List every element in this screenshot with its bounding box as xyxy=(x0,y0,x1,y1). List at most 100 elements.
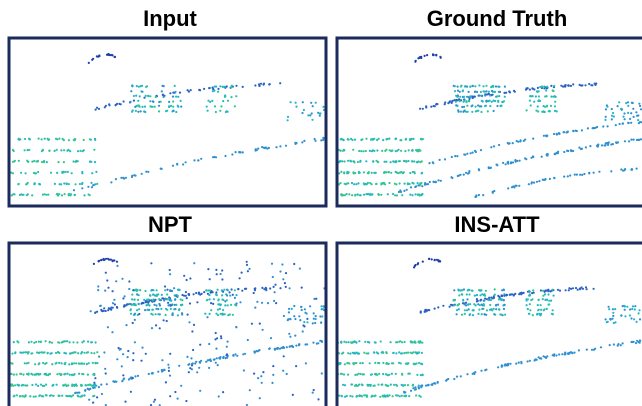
point xyxy=(241,290,243,292)
point xyxy=(505,163,507,165)
point xyxy=(391,373,393,375)
point xyxy=(161,90,163,92)
point xyxy=(464,154,466,156)
point xyxy=(553,85,555,87)
point xyxy=(475,304,477,306)
point xyxy=(497,304,499,306)
point xyxy=(253,292,255,294)
point xyxy=(89,388,91,390)
point xyxy=(312,322,314,324)
point xyxy=(404,183,406,185)
point xyxy=(569,174,571,176)
point xyxy=(377,161,379,163)
point xyxy=(413,363,415,365)
point xyxy=(397,172,399,174)
point xyxy=(409,172,411,174)
point xyxy=(64,193,66,195)
point xyxy=(564,353,566,355)
point xyxy=(529,309,531,311)
point xyxy=(132,322,134,324)
point xyxy=(227,289,229,291)
point xyxy=(288,308,290,310)
point xyxy=(532,155,534,157)
point xyxy=(608,308,610,310)
point xyxy=(563,176,565,178)
point xyxy=(382,182,384,184)
point xyxy=(134,106,136,108)
point xyxy=(567,150,569,152)
point xyxy=(95,341,97,343)
point xyxy=(138,313,140,315)
point xyxy=(81,171,83,173)
point xyxy=(484,295,486,297)
point xyxy=(478,194,480,196)
point xyxy=(137,299,139,301)
point xyxy=(372,149,374,151)
point xyxy=(525,158,527,160)
point xyxy=(27,149,29,151)
point xyxy=(14,352,16,354)
point xyxy=(477,303,479,305)
point xyxy=(260,83,262,85)
point xyxy=(422,108,424,110)
point xyxy=(346,171,348,173)
point xyxy=(411,194,413,196)
point xyxy=(534,359,536,361)
point xyxy=(254,84,256,86)
point xyxy=(83,352,85,354)
point xyxy=(206,316,208,318)
point xyxy=(158,105,160,107)
point xyxy=(177,314,179,316)
point xyxy=(193,293,195,295)
point xyxy=(306,318,308,320)
point xyxy=(460,375,462,377)
point xyxy=(51,352,53,354)
point xyxy=(169,395,171,397)
panel-frame xyxy=(337,243,642,406)
point xyxy=(285,145,287,147)
point xyxy=(94,139,96,141)
point xyxy=(75,383,77,385)
point xyxy=(33,183,35,185)
point xyxy=(478,168,480,170)
point xyxy=(496,105,498,107)
point xyxy=(41,138,43,140)
point xyxy=(457,90,459,92)
point xyxy=(382,362,384,364)
point xyxy=(94,377,96,379)
point xyxy=(177,96,179,98)
point xyxy=(420,363,422,365)
point xyxy=(442,305,444,307)
point xyxy=(45,340,47,342)
point xyxy=(77,392,79,394)
point xyxy=(76,341,78,343)
point xyxy=(344,384,346,386)
point xyxy=(150,262,152,264)
point xyxy=(481,313,483,315)
point xyxy=(24,138,26,140)
point xyxy=(357,161,359,163)
point xyxy=(13,150,15,152)
figure: Input Ground Truth NPT INS-ATT xyxy=(0,0,642,406)
point xyxy=(416,150,418,152)
point xyxy=(98,260,100,262)
point xyxy=(480,289,482,291)
point xyxy=(105,310,107,312)
point xyxy=(35,172,37,174)
point xyxy=(545,89,547,91)
point xyxy=(542,290,544,292)
point xyxy=(546,308,548,310)
point xyxy=(321,315,323,317)
point xyxy=(457,86,459,88)
point xyxy=(56,373,58,375)
point xyxy=(74,392,76,394)
point xyxy=(395,138,397,140)
point xyxy=(340,150,342,152)
point xyxy=(56,149,58,151)
point xyxy=(540,309,542,311)
point xyxy=(51,342,53,344)
point xyxy=(589,145,591,147)
point xyxy=(388,182,390,184)
point xyxy=(231,153,233,155)
point xyxy=(478,84,480,86)
